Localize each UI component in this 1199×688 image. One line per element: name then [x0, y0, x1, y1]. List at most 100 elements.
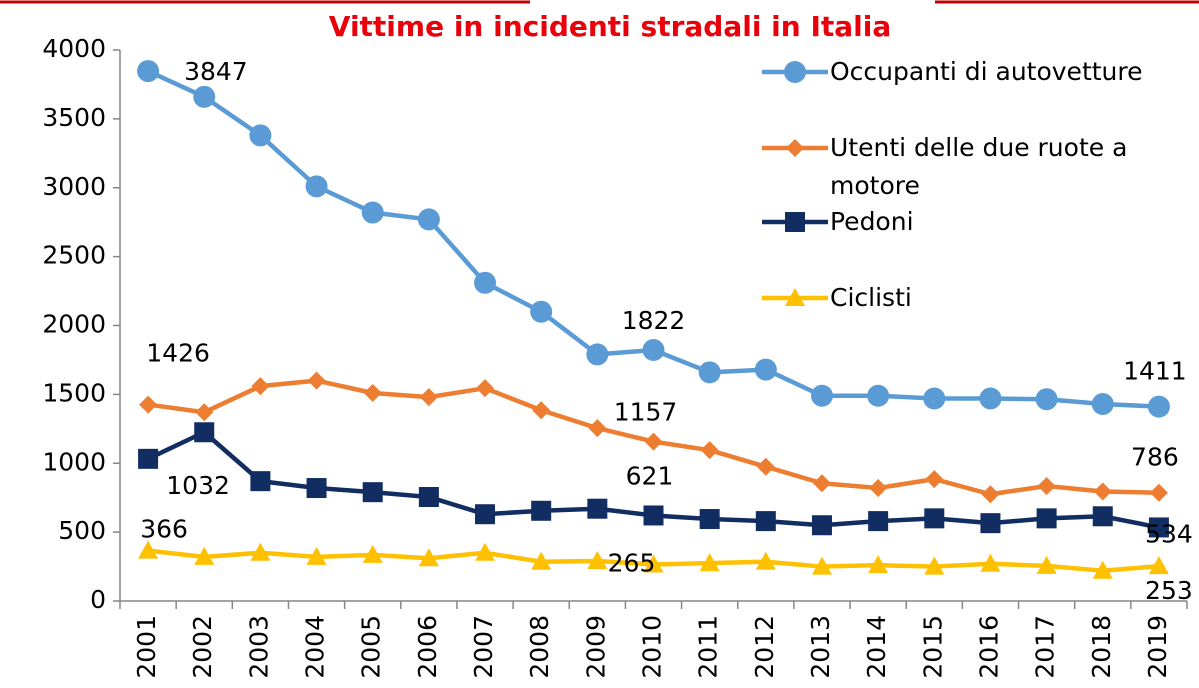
data-point	[1036, 508, 1057, 529]
y-tick-label: 3000	[42, 172, 106, 201]
x-tick-label: 2015	[918, 615, 947, 679]
legend-label: Occupanti di autovetture	[830, 57, 1143, 86]
x-tick-label: 2016	[974, 615, 1003, 679]
data-point	[755, 551, 776, 570]
chart-title: Vittime in incidenti stradali in Italia	[329, 10, 891, 43]
data-point	[700, 441, 719, 460]
x-tick-label: 2002	[188, 615, 217, 679]
data-point	[138, 448, 159, 469]
legend-marker-shape	[785, 212, 805, 232]
data-point	[306, 478, 327, 499]
data-point	[1037, 476, 1056, 495]
legend-marker-shape	[784, 61, 806, 83]
data-point	[587, 498, 608, 519]
data-point	[644, 432, 663, 451]
x-tick-label: 2007	[469, 615, 498, 679]
data-point	[250, 471, 271, 492]
x-tick-label: 2014	[862, 615, 891, 679]
data-label: 1426	[146, 339, 210, 368]
x-tick-label: 2008	[525, 615, 554, 679]
data-point	[363, 383, 382, 402]
data-point	[531, 500, 552, 521]
data-point	[418, 548, 439, 567]
data-point	[306, 546, 327, 565]
data-point	[531, 551, 552, 570]
data-point	[643, 505, 664, 526]
x-tick-label: 2019	[1143, 615, 1172, 679]
legend-label: Utenti delle due ruote a motore	[830, 133, 1128, 200]
data-point	[530, 300, 553, 323]
y-tick-label: 1500	[42, 378, 106, 407]
data-point	[1092, 560, 1113, 579]
data-point	[1036, 555, 1057, 574]
data-label: 1032	[166, 471, 230, 500]
data-point	[755, 511, 776, 532]
legend-marker	[784, 61, 806, 83]
x-tick-label: 2011	[694, 615, 723, 679]
data-label: 3847	[184, 57, 248, 86]
legend-marker	[785, 212, 805, 232]
data-point	[1092, 506, 1113, 527]
data-point	[868, 511, 889, 532]
data-label: 786	[1131, 443, 1179, 472]
y-tick-label: 0	[90, 585, 106, 614]
data-point	[925, 470, 944, 489]
data-point	[756, 457, 775, 476]
data-point	[812, 474, 831, 493]
data-point	[475, 504, 496, 525]
x-tick-label: 2003	[244, 615, 273, 679]
data-point	[1093, 482, 1112, 501]
legend-marker-shape	[786, 139, 804, 157]
data-point	[138, 540, 159, 559]
data-point	[249, 124, 272, 147]
data-point	[867, 384, 890, 407]
data-point	[698, 361, 721, 384]
data-point	[361, 201, 384, 224]
data-point	[642, 339, 665, 362]
data-point	[474, 271, 497, 294]
data-label: 253	[1145, 576, 1193, 605]
data-point	[924, 556, 945, 575]
legend-marker-shape	[785, 288, 805, 306]
data-point	[868, 555, 889, 574]
data-point	[979, 387, 1002, 410]
data-point	[417, 208, 440, 231]
data-point	[532, 401, 551, 420]
x-tick-label: 2006	[413, 615, 442, 679]
data-point	[1148, 517, 1169, 538]
data-point	[811, 515, 832, 536]
data-point	[811, 556, 832, 575]
legend-label: Ciclisti	[830, 283, 912, 312]
data-label: 534	[1145, 519, 1193, 548]
data-point	[1035, 388, 1058, 411]
data-point	[586, 343, 609, 366]
data-point	[810, 384, 833, 407]
data-point	[980, 513, 1001, 534]
data-label: 1411	[1123, 357, 1187, 386]
data-point	[587, 551, 608, 570]
data-point	[194, 546, 215, 565]
x-tick-label: 2009	[581, 615, 610, 679]
y-tick-label: 500	[58, 516, 106, 545]
data-point	[137, 60, 160, 83]
data-point	[699, 509, 720, 530]
data-label: 1157	[614, 398, 678, 427]
data-point	[923, 387, 946, 410]
y-tick-label: 4000	[42, 34, 106, 63]
x-tick-label: 2004	[301, 615, 330, 679]
data-point	[418, 486, 439, 507]
data-point	[195, 403, 214, 422]
data-point	[869, 479, 888, 498]
data-point	[643, 554, 664, 573]
legend-label: Pedoni	[830, 207, 914, 236]
data-label: 1822	[622, 306, 686, 335]
x-tick-label: 2018	[1087, 615, 1116, 679]
x-tick-label: 2012	[750, 615, 779, 679]
data-point	[194, 422, 215, 443]
data-label: 366	[140, 515, 188, 544]
data-point	[588, 419, 607, 438]
data-point	[419, 388, 438, 407]
data-point	[1147, 395, 1170, 418]
